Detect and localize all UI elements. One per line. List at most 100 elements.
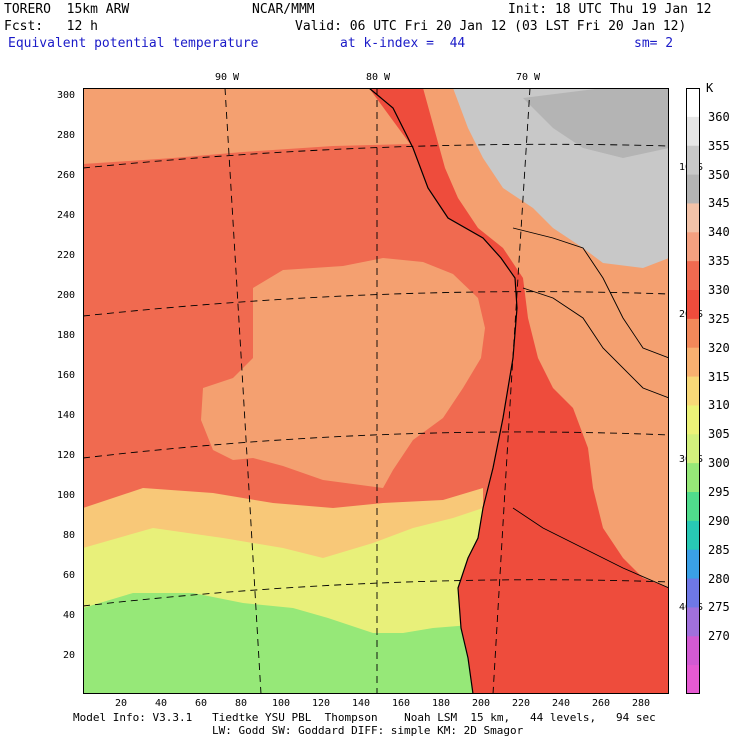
- map-frame: [83, 88, 669, 694]
- meridian-70w: [492, 88, 531, 694]
- y-tick: 300: [57, 90, 76, 101]
- org-label: NCAR/MMM: [252, 2, 315, 17]
- border-line-2: [522, 287, 669, 399]
- physics-info: LW: Godd SW: Goddard DIFF: simple KM: 2D…: [212, 724, 524, 737]
- y-tick: 220: [57, 250, 76, 261]
- x-tick: 120: [312, 698, 331, 709]
- parallel-40s: [83, 579, 669, 607]
- lat-label-30s: 30 S: [679, 454, 704, 465]
- y-tick: 160: [57, 370, 76, 381]
- colorbar-tick: 275: [708, 600, 730, 615]
- colorbar-frame: [686, 88, 700, 694]
- meridian-90w: [224, 88, 262, 694]
- x-tick: 260: [592, 698, 611, 709]
- colorbar: [686, 88, 700, 694]
- colorbar-swatch: [686, 116, 700, 147]
- map-fill: [83, 88, 669, 694]
- x-tick: 240: [552, 698, 571, 709]
- colorbar-tick: 345: [708, 196, 730, 211]
- x-tick: 20: [115, 698, 128, 709]
- colorbar-tick: 270: [708, 629, 730, 644]
- x-tick: 140: [352, 698, 371, 709]
- colorbar-tick: 325: [708, 311, 730, 326]
- y-tick: 140: [57, 410, 76, 421]
- y-tick: 200: [57, 290, 76, 301]
- colorbar-swatch: [686, 88, 700, 118]
- y-tick: 80: [63, 530, 76, 541]
- model-title: TORERO 15km ARW: [4, 2, 130, 17]
- x-tick: 100: [272, 698, 291, 709]
- colorbar-tick: 355: [708, 138, 730, 153]
- colorbar-swatch: [686, 203, 700, 233]
- x-tick: 220: [512, 698, 531, 709]
- colorbar-swatch: [686, 290, 700, 320]
- colorbar-tick: 280: [708, 571, 730, 586]
- lat-label-40s: 40 S: [679, 602, 704, 613]
- parallel-10s: [83, 143, 669, 169]
- y-tick: 60: [63, 570, 76, 581]
- colorbar-swatch: [686, 145, 700, 176]
- colorbar-swatch: [686, 665, 700, 694]
- parallel-20s: [83, 291, 669, 317]
- colorbar-swatch: [686, 261, 700, 291]
- colorbar-swatch: [686, 376, 700, 406]
- colorbar-tick: 285: [708, 542, 730, 557]
- highland-peak: [523, 88, 669, 158]
- y-tick: 180: [57, 330, 76, 341]
- y-tick: 100: [57, 490, 76, 501]
- colorbar-swatch: [686, 549, 700, 580]
- central-mild-tongue: [201, 258, 485, 488]
- colorbar-tick: 360: [708, 109, 730, 124]
- colorbar-tick: 350: [708, 167, 730, 182]
- colorbar-swatch: [686, 636, 700, 666]
- border-line-1: [512, 227, 669, 359]
- smoothing-label: sm= 2: [634, 36, 674, 51]
- lon-label-80w: 80 W: [366, 72, 391, 83]
- lat-label-20s: 20 S: [679, 309, 704, 320]
- lat-label-10s: 10 S: [679, 162, 704, 173]
- model-info: Model Info: V3.3.1 Tiedtke YSU PBL Thomp…: [73, 711, 656, 724]
- north-mild-band: [83, 88, 413, 164]
- field-name: Equivalent potential temperature: [8, 36, 259, 51]
- colorbar-tick: 305: [708, 427, 730, 442]
- x-tick: 180: [432, 698, 451, 709]
- y-tick: 240: [57, 210, 76, 221]
- init-time: Init: 18 UTC Thu 19 Jan 12: [508, 2, 712, 17]
- graticule: [83, 88, 669, 694]
- colorbar-tick: 310: [708, 398, 730, 413]
- colorbar-tick: 330: [708, 283, 730, 297]
- map-panel: [83, 88, 669, 694]
- x-tick: 60: [195, 698, 208, 709]
- colorbar-tick: 315: [708, 369, 730, 384]
- south-cold-band: [83, 593, 483, 694]
- x-tick: 200: [472, 698, 491, 709]
- colorbar-tick: 340: [708, 225, 730, 240]
- colorbar-tick: 320: [708, 340, 730, 355]
- y-tick: 20: [63, 650, 76, 661]
- colorbar-tick: 335: [708, 254, 730, 269]
- colorbar-swatch: [686, 405, 700, 435]
- colorbar-tick: 290: [708, 513, 730, 528]
- lon-label-90w: 90 W: [215, 72, 240, 83]
- colorbar-unit: K: [706, 81, 714, 95]
- level-label: at k-index = 44: [340, 36, 466, 51]
- lon-label-70w: 70 W: [516, 72, 541, 83]
- y-tick: 40: [63, 610, 76, 621]
- colorbar-swatch: [686, 520, 700, 551]
- colorbar-swatch: [686, 463, 700, 493]
- x-tick: 80: [235, 698, 248, 709]
- colorbar-swatch: [686, 492, 700, 522]
- colorbar-swatch: [686, 232, 700, 262]
- colorbar-tick: 295: [708, 485, 730, 499]
- colorbar-swatch: [686, 607, 700, 637]
- border-line-3: [512, 507, 669, 589]
- y-tick: 120: [57, 450, 76, 461]
- colorbar-swatch: [686, 174, 700, 204]
- colorbar-swatch: [686, 318, 700, 349]
- colorbar-swatch: [686, 434, 700, 464]
- x-tick: 160: [392, 698, 411, 709]
- y-tick: 260: [57, 170, 76, 181]
- x-tick: 40: [155, 698, 168, 709]
- forecast-hour: Fcst: 12 h: [4, 19, 98, 34]
- colorbar-swatch: [686, 347, 700, 378]
